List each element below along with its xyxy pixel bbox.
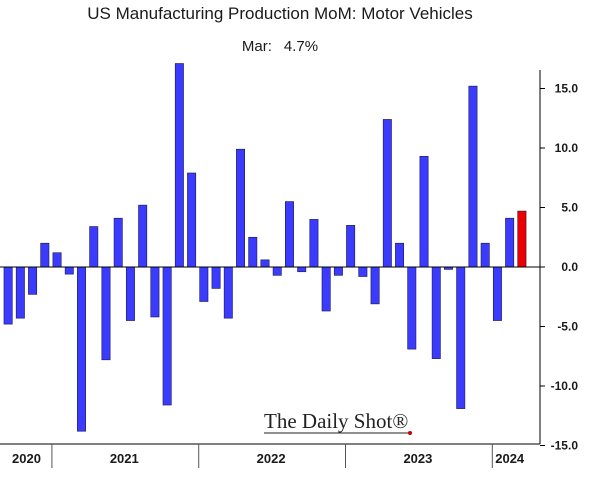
- bar: [419, 156, 429, 268]
- y-tick-label: -5.0: [557, 320, 578, 334]
- bar: [15, 266, 25, 319]
- bar: [52, 252, 62, 268]
- bar: [492, 266, 502, 321]
- bar: [150, 266, 160, 318]
- bar: [125, 266, 135, 321]
- x-year-label: 2021: [110, 451, 139, 466]
- bar: [223, 266, 233, 319]
- bar: [162, 266, 172, 406]
- bar: [174, 63, 184, 268]
- x-year-label: 2024: [495, 451, 525, 466]
- bar: [64, 266, 74, 275]
- bar: [248, 236, 258, 268]
- bar: [199, 266, 209, 302]
- bar: [395, 242, 405, 268]
- subtitle-value: 4.7%: [283, 38, 319, 55]
- watermark-text: The Daily Shot®: [264, 409, 408, 433]
- bar: [113, 217, 123, 268]
- y-tick-label: 10.0: [555, 141, 579, 155]
- watermark-dot: [408, 431, 412, 435]
- bar: [431, 266, 441, 359]
- bar: [101, 266, 111, 361]
- bar: [468, 85, 478, 268]
- bar: [407, 266, 417, 350]
- bar: [138, 204, 148, 268]
- chart-subtitle: Mar: 4.7%: [0, 38, 560, 55]
- bar: [236, 148, 246, 268]
- y-tick-label: 5.0: [561, 201, 578, 215]
- bars-group: [3, 63, 527, 432]
- bar: [285, 201, 294, 268]
- bar: [89, 226, 99, 268]
- bar: [505, 217, 515, 268]
- bar: [480, 242, 490, 268]
- y-tick-label: 0.0: [561, 260, 578, 274]
- bar: [456, 266, 466, 409]
- subtitle-label: Mar:: [241, 38, 272, 55]
- bar: [297, 266, 307, 273]
- watermark-logo: The Daily Shot®: [264, 409, 412, 435]
- bar: [358, 266, 368, 277]
- x-year-label: 2020: [12, 451, 41, 466]
- x-year-label: 2023: [403, 451, 432, 466]
- y-axis-ticks: 15.0 10.0 5.0 0.0 -5.0 -10.0 -15.0: [540, 82, 578, 453]
- bar: [370, 266, 380, 305]
- bar: [309, 219, 319, 268]
- bar: [3, 266, 13, 325]
- bar: [40, 242, 50, 268]
- bar: [346, 225, 356, 268]
- bar: [211, 266, 221, 289]
- y-tick-label: 15.0: [555, 82, 579, 96]
- bar: [321, 266, 331, 312]
- x-year-label: 2022: [257, 451, 286, 466]
- chart-title: US Manufacturing Production MoM: Motor V…: [87, 4, 473, 23]
- y-tick-label: -15.0: [551, 439, 579, 453]
- bar: [272, 266, 282, 276]
- bar: [333, 266, 343, 276]
- bar: [382, 119, 392, 268]
- x-axis: 2020 2021 2022 2023 2024: [0, 443, 540, 468]
- bar: [260, 259, 270, 268]
- bar: [187, 172, 197, 268]
- bar: [77, 266, 86, 432]
- y-tick-label: -10.0: [551, 379, 579, 393]
- bar-latest: [517, 210, 527, 268]
- bar: [28, 266, 38, 295]
